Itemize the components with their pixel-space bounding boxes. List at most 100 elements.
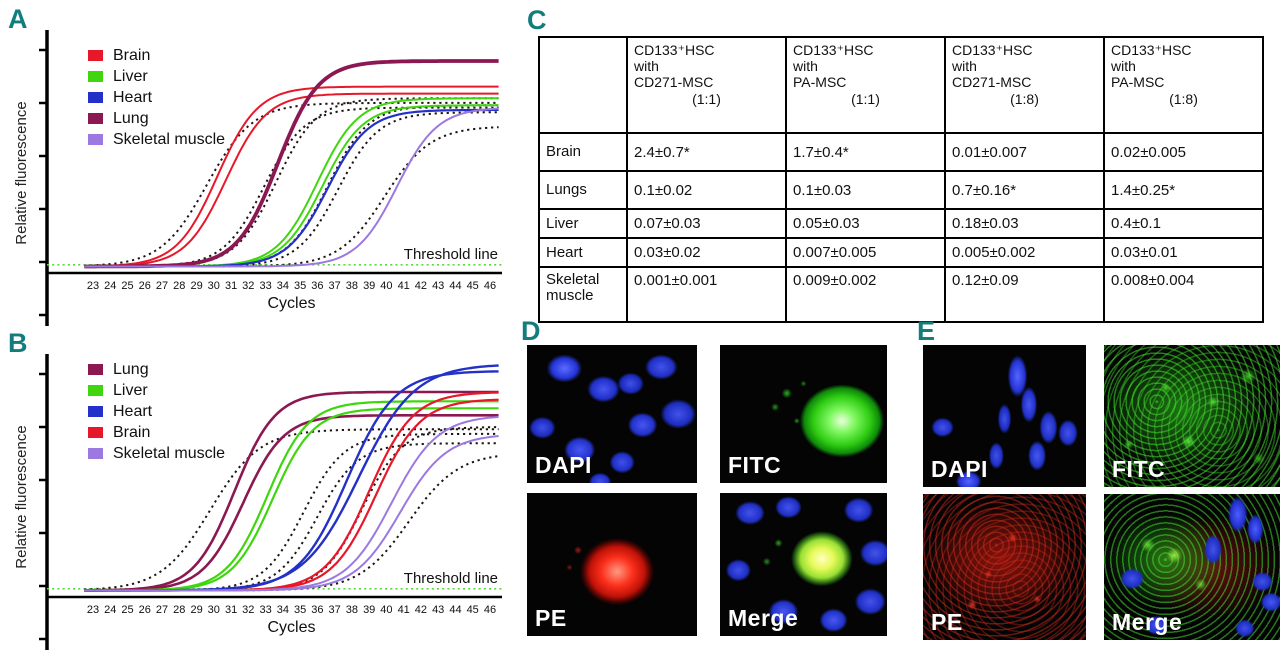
x-tick-label: 37 xyxy=(328,280,340,292)
x-tick-label: 39 xyxy=(363,280,375,292)
x-tick-label: 28 xyxy=(173,280,185,292)
micrograph-e-dapi-label: DAPI xyxy=(931,456,988,482)
qpcr-chart-b: Threshold line 23 24 25 26 27 28 29 30 31 32 33 34 35… xyxy=(36,352,514,652)
x-tick-label: 29 xyxy=(190,280,202,292)
table-value-cell: 0.07±0.03 xyxy=(626,208,787,239)
x-axis-title: Cycles xyxy=(267,619,315,636)
micrograph-e-dapi: DAPI xyxy=(923,345,1086,487)
curve-control-dotted xyxy=(84,101,499,267)
panel-d-label: D xyxy=(521,316,541,346)
curve-skeletal-muscle xyxy=(84,435,499,592)
x-tick-label: 39 xyxy=(363,604,375,616)
micrograph-d-dapi-label: DAPI xyxy=(535,452,592,478)
panel-e-label: E xyxy=(917,316,936,346)
row-label: Heart xyxy=(538,237,628,268)
x-tick-label: 41 xyxy=(398,604,410,616)
x-tick-label: 32 xyxy=(242,280,254,292)
legend-swatch xyxy=(88,92,103,103)
x-tick-label: 35 xyxy=(294,604,306,616)
x-tick-label: 34 xyxy=(277,280,289,292)
x-tick-label: 46 xyxy=(484,604,496,616)
x-tick-label: 38 xyxy=(346,604,358,616)
table-value-cell: 0.01±0.007 xyxy=(944,132,1105,172)
panel-c-label: C xyxy=(527,5,547,35)
table-value-cell: 0.03±0.01 xyxy=(1103,237,1264,268)
legend-label: Lung xyxy=(113,361,149,378)
x-tick-label: 30 xyxy=(208,604,220,616)
x-tick-label: 33 xyxy=(259,280,271,292)
micrograph-d-merge: Merge xyxy=(720,493,887,636)
table-column-header-2: CD133⁺HSC with PA-MSC (1:1) xyxy=(785,36,946,134)
threshold-label: Threshold line xyxy=(404,570,498,587)
x-tick-label: 25 xyxy=(121,280,133,292)
row-label: Liver xyxy=(538,208,628,239)
x-axis-title: Cycles xyxy=(267,295,315,312)
x-tick-label: 36 xyxy=(311,604,323,616)
x-tick-label: 42 xyxy=(415,604,427,616)
x-tick-label: 40 xyxy=(380,604,392,616)
curve-skeletal-muscle xyxy=(84,107,499,268)
table-row-heart: Heart 0.03±0.02 0.007±0.005 0.005±0.002 0.03… xyxy=(538,237,1264,268)
x-tick-label: 40 xyxy=(380,280,392,292)
legend-item-lung: Lung xyxy=(88,109,225,128)
column-header-ratio: (1:8) xyxy=(1010,91,1039,107)
micrograph-e-pe: PE xyxy=(923,494,1086,640)
table-column-header-3: CD133⁺HSC with CD271-MSC (1:8) xyxy=(944,36,1105,134)
legend-swatch xyxy=(88,427,103,438)
legend-label: Lung xyxy=(113,110,149,127)
x-tick-label: 26 xyxy=(139,280,151,292)
legend-item-brain: Brain xyxy=(88,423,225,442)
x-tick-label: 45 xyxy=(467,604,479,616)
legend-item-liver: Liver xyxy=(88,381,225,400)
table-value-cell: 0.001±0.001 xyxy=(626,266,787,323)
column-header-ratio: (1:1) xyxy=(851,91,880,107)
x-tick-label: 23 xyxy=(87,280,99,292)
micrograph-e-pe-label: PE xyxy=(931,609,963,635)
x-tick-label: 26 xyxy=(139,604,151,616)
legend-swatch xyxy=(88,364,103,375)
table-header-row: CD133⁺HSC with CD271-MSC (1:1) CD133⁺HSC w… xyxy=(538,36,1264,134)
table-value-cell: 1.4±0.25* xyxy=(1103,170,1264,210)
legend-item-liver: Liver xyxy=(88,67,225,86)
legend-label: Brain xyxy=(113,47,151,64)
table-value-cell: 0.05±0.03 xyxy=(785,208,946,239)
x-tick-label: 31 xyxy=(225,280,237,292)
panel-b-y-axis-label: Relative fluorescence xyxy=(13,425,30,569)
micrograph-e-merge-label: Merge xyxy=(1112,609,1183,635)
micrograph-e-fitc-label: FITC xyxy=(1112,456,1166,482)
table-row-brain: Brain 2.4±0.7* 1.7±0.4* 0.01±0.007 0.02±0.00… xyxy=(538,132,1264,172)
legend-item-brain: Brain xyxy=(88,46,225,65)
micrograph-d-fitc: FITC xyxy=(720,345,887,483)
legend-item-heart: Heart xyxy=(88,402,225,421)
legend-label: Liver xyxy=(113,382,148,399)
table-value-cell: 0.12±0.09 xyxy=(944,266,1105,323)
x-tick-label: 35 xyxy=(294,280,306,292)
column-header-name: CD133⁺HSC with PA-MSC xyxy=(793,42,874,90)
legend-item-skeletal-muscle: Skeletal muscle xyxy=(88,444,225,463)
legend-label: Heart xyxy=(113,89,153,106)
column-header-name: CD133⁺HSC with CD271-MSC xyxy=(634,42,715,90)
x-tick-label: 24 xyxy=(104,280,116,292)
micrograph-d-dapi: DAPI xyxy=(527,345,697,483)
legend-label: Skeletal muscle xyxy=(113,131,226,148)
legend-swatch xyxy=(88,385,103,396)
x-tick-label: 29 xyxy=(190,604,202,616)
x-tick-label: 44 xyxy=(449,280,461,292)
table-column-header-1: CD133⁺HSC with CD271-MSC (1:1) xyxy=(626,36,787,134)
column-header-name: CD133⁺HSC with PA-MSC xyxy=(1111,42,1192,90)
micrograph-d-merge-label: Merge xyxy=(728,605,799,631)
curve-control-dotted xyxy=(84,442,499,592)
legend-swatch xyxy=(88,134,103,145)
table-column-header-4: CD133⁺HSC with PA-MSC (1:8) xyxy=(1103,36,1264,134)
table-value-cell: 0.1±0.02 xyxy=(626,170,787,210)
x-tick-label: 36 xyxy=(311,280,323,292)
table-value-cell: 0.008±0.004 xyxy=(1103,266,1264,323)
qpcr-chart-a: Threshold line 23 24 25 26 27 28 29 30 31 32 33 34 35… xyxy=(36,28,514,328)
micrograph-e-fitc: FITC xyxy=(1104,345,1280,487)
table-value-cell: 2.4±0.7* xyxy=(626,132,787,172)
curve-lung xyxy=(84,390,499,592)
table-value-cell: 0.03±0.02 xyxy=(626,237,787,268)
x-tick-label: 43 xyxy=(432,604,444,616)
table-row-skeletal-muscle: Skeletal muscle 0.001±0.001 0.009±0.002 0.1… xyxy=(538,266,1264,323)
